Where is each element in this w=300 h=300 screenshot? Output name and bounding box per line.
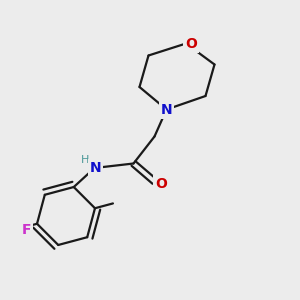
Text: H: H (81, 154, 89, 165)
Text: N: N (161, 103, 172, 116)
Text: O: O (155, 177, 167, 191)
Text: F: F (22, 223, 31, 236)
Text: O: O (185, 37, 197, 50)
Text: N: N (89, 161, 101, 175)
